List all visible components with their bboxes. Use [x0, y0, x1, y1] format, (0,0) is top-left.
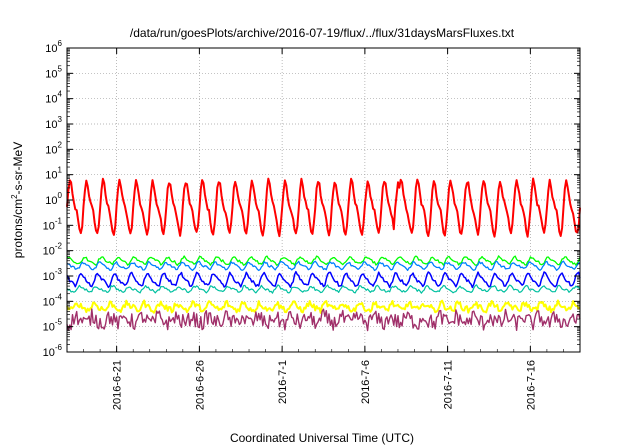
x-tick-label: 2016-6-21 [112, 360, 124, 410]
y-tick-label-base: 10 [43, 347, 55, 359]
y-tick-label: 10-1 [43, 216, 63, 232]
series-line-3 [66, 260, 581, 272]
y-tick-label: 103 [45, 115, 62, 131]
y-tick-label: 104 [45, 90, 62, 106]
x-axis-label: Coordinated Universal Time (UTC) [230, 431, 414, 445]
y-tick-label-exp: -1 [55, 216, 63, 225]
y-tick-label-exp: 5 [58, 64, 63, 73]
y-tick-label: 101 [45, 166, 62, 182]
series-line-6 [66, 299, 581, 314]
series-line-4 [66, 270, 581, 289]
x-tick-label: 2016-7-6 [360, 360, 372, 404]
y-tick-label: 100 [45, 191, 62, 207]
y-tick-label-base: 10 [45, 170, 57, 182]
y-tick-label: 106 [45, 39, 62, 55]
y-tick-label-base: 10 [45, 94, 57, 106]
series-line-7 [66, 308, 581, 332]
y-tick-label-base: 10 [45, 43, 57, 55]
y-axis: 10-610-510-410-310-210-11001011021031041… [43, 39, 580, 359]
y-tick-label-base: 10 [43, 220, 55, 232]
chart-title: /data/run/goesPlots/archive/2016-07-19/f… [130, 26, 515, 40]
y-tick-label: 10-3 [43, 267, 63, 283]
y-tick-label-exp: -2 [55, 242, 63, 251]
y-tick-label-exp: 6 [58, 39, 63, 48]
y-tick-label-base: 10 [43, 271, 55, 283]
series-line-2 [66, 255, 581, 266]
y-tick-label-base: 10 [43, 246, 55, 258]
y-tick-label-exp: -3 [55, 267, 63, 276]
y-tick-label-exp: 0 [58, 191, 63, 200]
y-tick-label-base: 10 [45, 68, 57, 80]
y-tick-label-exp: -5 [55, 318, 63, 327]
series-line-5 [66, 284, 581, 294]
y-axis-label-sup: 2 [10, 194, 19, 199]
y-tick-label-exp: 4 [58, 90, 63, 99]
y-tick-label-exp: 2 [58, 140, 63, 149]
y-tick-label-exp: 1 [58, 166, 63, 175]
y-tick-label-base: 10 [43, 296, 55, 308]
y-axis-label-rest: -s-sr-MeV [11, 142, 25, 195]
y-axis-label-base: protons/cm [11, 199, 25, 258]
y-tick-label-exp: -6 [55, 343, 63, 352]
y-tick-label: 102 [45, 140, 62, 156]
y-tick-label-base: 10 [45, 195, 57, 207]
y-tick-label: 10-6 [43, 343, 63, 359]
y-tick-label-base: 10 [45, 119, 57, 131]
y-tick-label: 10-4 [43, 292, 63, 308]
y-tick-label: 10-2 [43, 242, 63, 258]
x-tick-label: 2016-7-16 [525, 360, 537, 410]
x-tick-label: 2016-7-11 [443, 360, 455, 409]
x-tick-label: 2016-7-1 [277, 360, 289, 404]
y-tick-label-exp: -4 [55, 292, 63, 301]
series-line-1 [66, 177, 581, 238]
y-tick-label: 10-5 [43, 318, 63, 334]
x-tick-label: 2016-6-26 [194, 360, 206, 410]
y-tick-label-base: 10 [45, 144, 57, 156]
x-axis: 2016-6-21 2016-6-26 2016-7-1 2016-7-6 2016-7… [66, 48, 581, 410]
y-axis-label: protons/cm2-s-sr-MeV [10, 142, 25, 258]
series-lines [66, 177, 581, 332]
y-tick-label-exp: 3 [58, 115, 63, 124]
y-tick-label: 105 [45, 64, 62, 80]
y-tick-label-base: 10 [43, 322, 55, 334]
